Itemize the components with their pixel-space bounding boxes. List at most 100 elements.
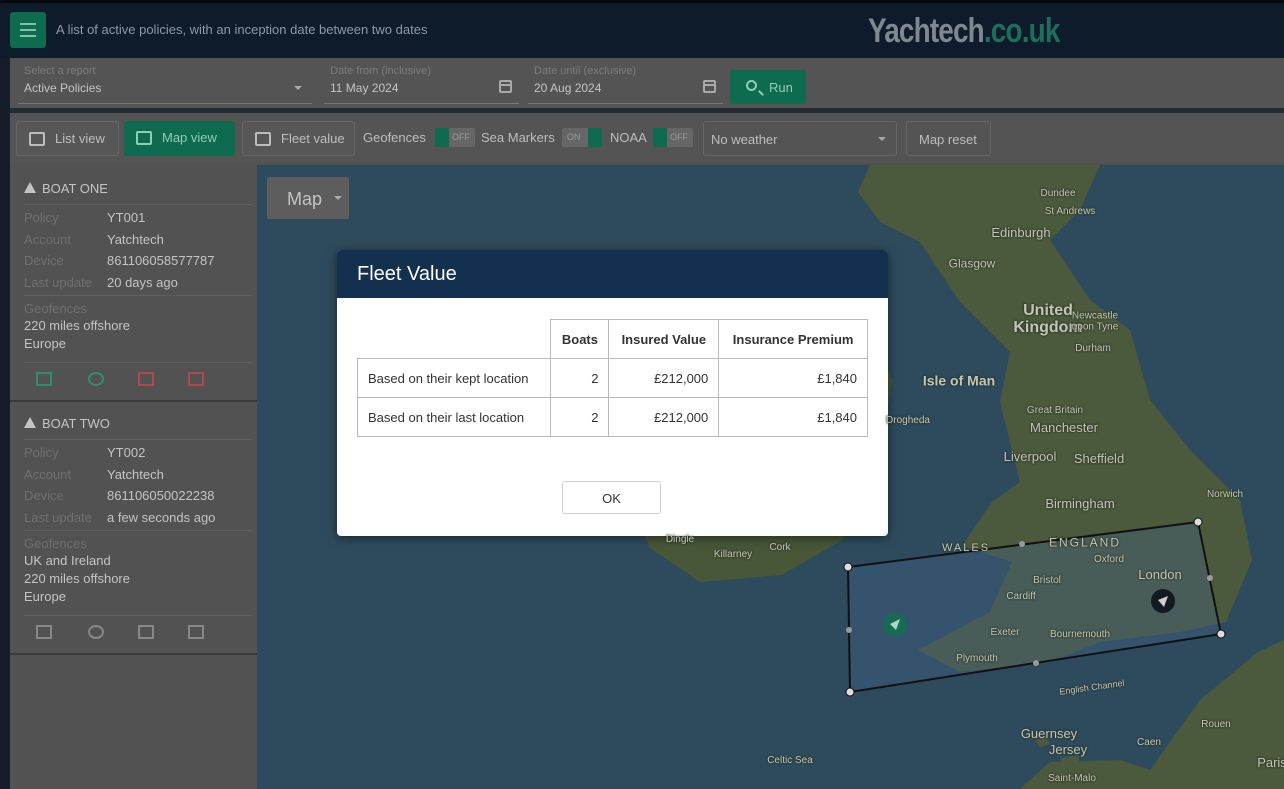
map-label: St Andrews [1044, 205, 1096, 217]
map-label: Guernsey [1020, 726, 1078, 742]
search-icon [746, 80, 764, 96]
toggle-label: ON [567, 132, 581, 142]
great-britain [858, 165, 1252, 672]
map-label: Rouen [1201, 718, 1231, 730]
guernsey [1035, 736, 1050, 747]
modal: Fleet Value Boats Insured Value Insurance … [337, 250, 888, 536]
button-label: Fleet value [281, 131, 345, 146]
map-view-button[interactable]: Map view [124, 121, 235, 156]
button-icon [136, 131, 152, 145]
boat-icon [24, 417, 36, 428]
toggle-knob [653, 128, 667, 147]
filter-row [10, 58, 1284, 110]
calendar-icon[interactable] [703, 80, 716, 93]
map-label: Dundee [1040, 187, 1076, 199]
field-label: Account [24, 232, 71, 247]
boat-action-icon[interactable] [88, 372, 104, 386]
toggle-knob [435, 128, 449, 147]
calendar-icon[interactable] [499, 80, 512, 93]
list-view-button[interactable]: List view [16, 121, 119, 156]
boat-marker-arrow [890, 619, 900, 630]
field-value: 20 days ago [107, 275, 178, 290]
button-icon [29, 132, 45, 146]
field-value: Yatchtech [107, 467, 164, 482]
ok-button[interactable]: OK [562, 481, 661, 514]
button-label: List view [55, 131, 105, 146]
search-handle [758, 90, 764, 96]
boat-separator [10, 653, 257, 655]
logo-main: Yachtech [868, 12, 985, 50]
table-row: Based on their last location 2 £212,000 £1,… [356, 397, 868, 437]
map-label: Exeter [990, 626, 1020, 638]
field-label: Device [24, 488, 64, 503]
fleet-value-button[interactable]: Fleet value [242, 121, 355, 156]
map-label: Bournemouth [1049, 628, 1111, 640]
divider [24, 362, 252, 363]
map-label: WALES [941, 542, 991, 555]
map-label: Edinburgh [991, 225, 1051, 241]
map-label: Killarney [713, 548, 753, 560]
table-corner [357, 319, 552, 359]
boat-action-icon[interactable] [138, 625, 154, 639]
field-value: Yatchtech [107, 232, 164, 247]
weather-select[interactable]: No weather [703, 121, 897, 156]
boat-action-icon[interactable] [36, 625, 52, 639]
geofence-vertex[interactable] [1193, 517, 1203, 527]
toggle[interactable]: OFF [435, 128, 475, 147]
row-label: Based on their kept location [356, 358, 552, 398]
geofences-label: Geofences [363, 130, 426, 145]
field-value: a few seconds ago [107, 510, 216, 525]
geofence-vertex[interactable] [1216, 629, 1226, 639]
map-label: Birmingham [1045, 496, 1115, 512]
map-label: Glasgow [948, 256, 996, 271]
table-wrap: Boats Insured Value Insurance Premium Based… [356, 319, 868, 437]
caret [878, 137, 886, 141]
field-label: Last update [24, 275, 92, 290]
filter-field[interactable]: Date until (exclusive) 20 Aug 2024 [528, 62, 723, 104]
geofence-midpoint[interactable] [1207, 575, 1213, 581]
filter-field[interactable]: Select a report Active Policies [18, 62, 312, 104]
field-label: Date from (inclusive) [330, 65, 431, 77]
map-label: Sheffield [1073, 451, 1125, 467]
cell: £212,000 [608, 358, 720, 398]
boat-action-icon[interactable] [138, 372, 154, 386]
toggle[interactable]: ON [562, 128, 602, 147]
table-row: Based on their kept location 2 £212,000 £1,… [356, 358, 868, 398]
map-label: Celtic Sea [767, 754, 813, 766]
boat-action-icon[interactable] [188, 372, 204, 386]
map-reset-button[interactable]: Map reset [906, 121, 991, 156]
side-strip [0, 58, 10, 789]
toggle[interactable]: OFF [653, 128, 693, 147]
divider [24, 439, 252, 440]
boat-action-icon[interactable] [36, 372, 52, 386]
map-type-button[interactable]: Map [267, 177, 349, 219]
geofence-midpoint[interactable] [1033, 660, 1039, 666]
run-button[interactable]: Run [730, 70, 806, 104]
cell: 2 [550, 358, 610, 398]
weather-value: No weather [711, 132, 778, 147]
caret [334, 196, 342, 200]
geofence-midpoint[interactable] [1019, 541, 1025, 547]
geofences-heading: Geofences [24, 301, 87, 316]
field-value: 11 May 2024 [330, 81, 399, 95]
map-label: ENGLAND [1048, 535, 1122, 550]
top-bar [0, 0, 1284, 58]
map-label: Paris [1257, 755, 1284, 771]
geofence-vertex[interactable] [845, 687, 855, 697]
menu-button[interactable] [10, 12, 46, 48]
geofence-name: Europe [24, 589, 66, 604]
geofence-vertex[interactable] [843, 562, 853, 572]
filter-field[interactable]: Date from (inclusive) 11 May 2024 [324, 62, 519, 104]
geofence-midpoint[interactable] [846, 627, 852, 633]
boat-action-icon[interactable] [88, 625, 104, 639]
modal-title: Fleet Value [357, 263, 457, 285]
field-label: Last update [24, 510, 92, 525]
map-label: Plymouth [956, 652, 998, 664]
toggle-knob [588, 128, 602, 147]
map-label: Manchester [1030, 420, 1098, 436]
button-label: Map view [162, 130, 217, 145]
boat-action-icon[interactable] [188, 625, 204, 639]
divider [24, 204, 252, 205]
map-label: Norwich [1206, 488, 1244, 500]
